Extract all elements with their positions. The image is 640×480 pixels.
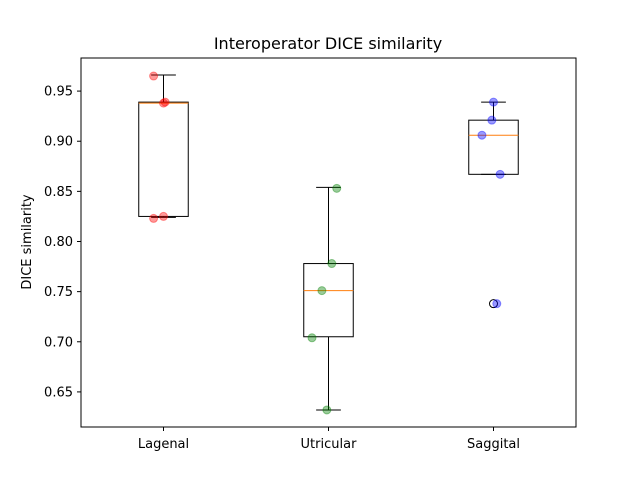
data-point bbox=[332, 183, 342, 193]
data-point bbox=[477, 130, 487, 140]
data-point bbox=[495, 169, 505, 179]
y-tick-label: 0.85 bbox=[44, 185, 73, 200]
y-tick-label: 0.95 bbox=[44, 85, 73, 100]
box-iqr bbox=[303, 263, 354, 338]
x-tick-label-saggital: Saggital bbox=[467, 437, 520, 452]
data-point bbox=[149, 71, 159, 81]
data-point bbox=[317, 286, 327, 296]
y-tick-label: 0.90 bbox=[44, 135, 73, 150]
data-point bbox=[159, 211, 168, 221]
box-iqr bbox=[138, 101, 189, 217]
box-group-saggital bbox=[468, 97, 519, 309]
data-point bbox=[322, 405, 332, 415]
data-point bbox=[159, 98, 168, 108]
y-axis-label: DICE similarity bbox=[20, 194, 35, 290]
data-point bbox=[149, 213, 159, 223]
y-tick-label: 0.75 bbox=[44, 285, 73, 300]
box-iqr bbox=[468, 119, 519, 175]
data-point bbox=[160, 97, 170, 107]
y-tick-label: 0.80 bbox=[44, 235, 73, 250]
x-tick-label-utricular: Utricular bbox=[301, 437, 358, 452]
chart-title: Interoperator DICE similarity bbox=[214, 34, 442, 53]
y-tick-label: 0.65 bbox=[44, 385, 73, 400]
data-point bbox=[487, 115, 497, 125]
y-tick-label: 0.70 bbox=[44, 335, 73, 350]
plot-area bbox=[138, 71, 519, 415]
outlier-marker bbox=[489, 299, 498, 309]
box-group-utricular bbox=[303, 183, 354, 415]
data-point bbox=[307, 333, 317, 343]
axes: 0.65 0.70 0.75 0.80 0.85 0.90 0.95 Lagenal Utric… bbox=[44, 57, 577, 452]
data-point bbox=[327, 259, 337, 269]
box-group-lagenal bbox=[138, 71, 189, 223]
data-point bbox=[489, 97, 498, 107]
data-point bbox=[492, 299, 502, 309]
x-tick-label-lagenal: Lagenal bbox=[138, 437, 189, 452]
